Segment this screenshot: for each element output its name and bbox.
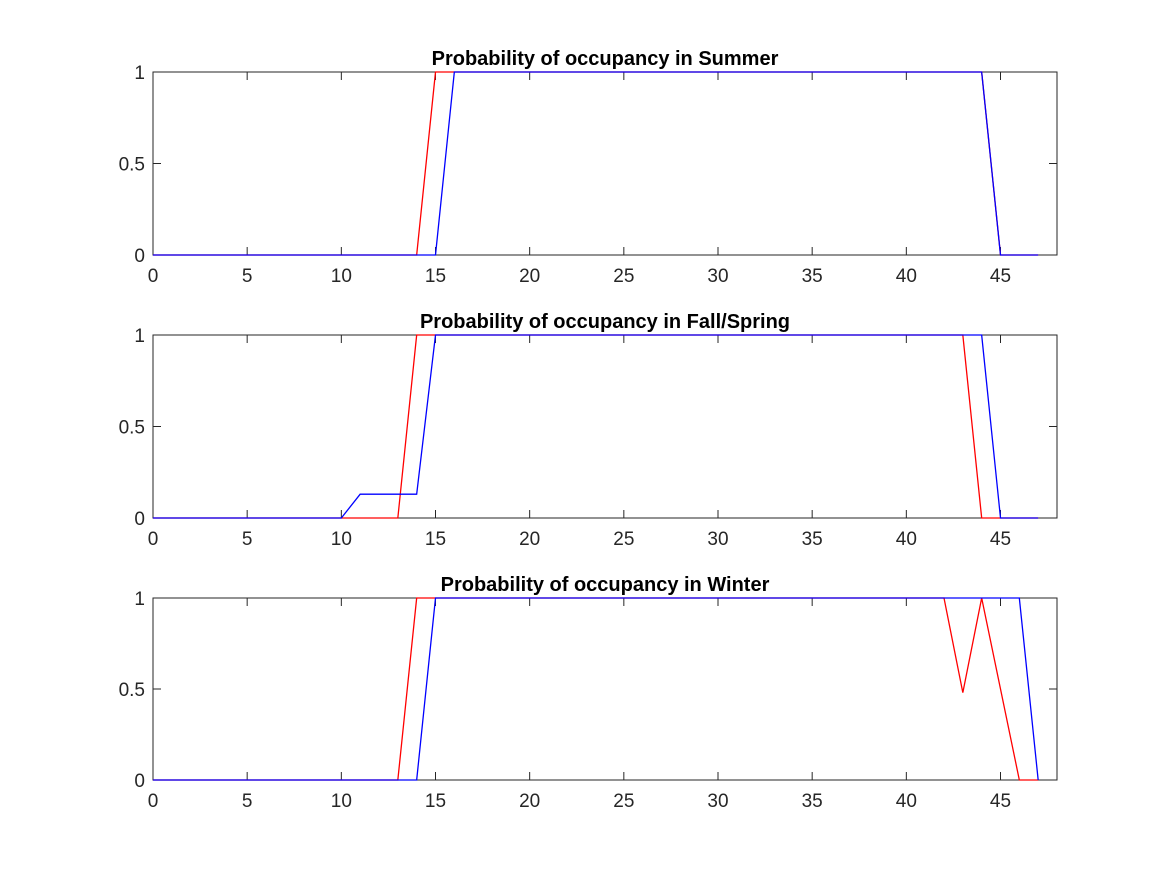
y-tick-label: 0	[134, 771, 145, 792]
x-tick-label: 45	[990, 266, 1011, 287]
x-tick-label: 10	[331, 266, 352, 287]
series-line-2	[153, 334, 1039, 519]
x-tick-label: 45	[990, 529, 1011, 550]
x-tick-label: 15	[425, 529, 446, 550]
x-tick-label: 25	[613, 529, 634, 550]
x-tick-label: 15	[425, 791, 446, 812]
x-tick-label: 35	[802, 266, 823, 287]
x-tick-label: 5	[242, 266, 253, 287]
x-tick-label: 5	[242, 529, 253, 550]
y-tick-label: 0.5	[119, 418, 145, 439]
x-tick-label: 40	[896, 266, 917, 287]
x-tick-label: 5	[242, 791, 253, 812]
series-line-2	[153, 71, 1039, 256]
plot-area	[152, 71, 1058, 256]
x-tick-label: 10	[331, 791, 352, 812]
series-line-2	[153, 597, 1039, 781]
plot-area	[152, 597, 1058, 781]
x-tick-label: 25	[613, 266, 634, 287]
x-tick-label: 0	[148, 529, 159, 550]
y-tick-label: 0	[134, 246, 145, 267]
plot-area	[152, 334, 1058, 519]
x-tick-label: 15	[425, 266, 446, 287]
series-line-1	[153, 597, 1039, 781]
subplot-2: 0 5 10 15 20 25 30 35 40 45 0 0.5 1 Probability of oc…	[119, 311, 1058, 550]
x-tick-label: 45	[990, 791, 1011, 812]
x-tick-label: 30	[707, 529, 728, 550]
chart-title: Probability of occupancy in Summer	[432, 48, 779, 70]
y-tick-label: 0.5	[119, 680, 145, 701]
subplot-1: 0 5 10 15 20 25 30 35 40 45 0 0.5 1 Probability of oc…	[119, 48, 1058, 287]
x-tick-label: 20	[519, 529, 540, 550]
x-tick-label: 30	[707, 266, 728, 287]
y-tick-label: 1	[134, 326, 145, 347]
x-tick-label: 20	[519, 266, 540, 287]
y-tick-label: 0	[134, 509, 145, 530]
x-tick-label: 35	[802, 791, 823, 812]
x-tick-label: 0	[148, 266, 159, 287]
x-tick-label: 35	[802, 529, 823, 550]
y-tick-label: 1	[134, 589, 145, 610]
x-tick-label: 30	[707, 791, 728, 812]
y-tick-label: 1	[134, 63, 145, 84]
x-tick-label: 25	[613, 791, 634, 812]
x-tick-label: 10	[331, 529, 352, 550]
chart-title: Probability of occupancy in Winter	[441, 574, 770, 596]
x-tick-label: 40	[896, 791, 917, 812]
chart-title: Probability of occupancy in Fall/Spring	[420, 311, 790, 333]
x-tick-label: 0	[148, 791, 159, 812]
x-tick-label: 20	[519, 791, 540, 812]
subplot-3: 0 5 10 15 20 25 30 35 40 45 0 0.5 1 Probability of oc…	[119, 574, 1058, 812]
x-tick-label: 40	[896, 529, 917, 550]
y-tick-label: 0.5	[119, 155, 145, 176]
